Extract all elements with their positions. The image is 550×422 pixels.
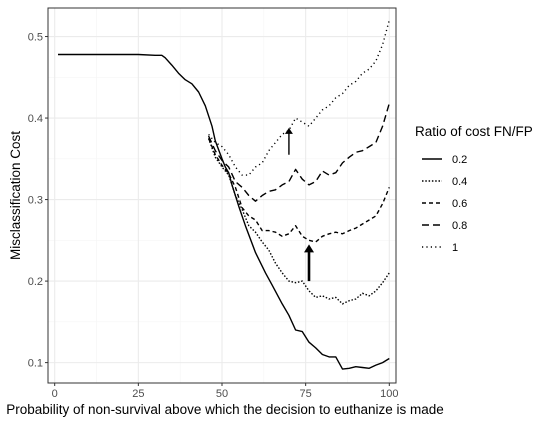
legend-title: Ratio of cost FN/FP xyxy=(415,124,533,139)
annotation-arrow-head-0 xyxy=(284,127,293,134)
series-line-0 xyxy=(58,53,390,370)
series-line-2 xyxy=(207,138,390,243)
x-axis-title: Probability of non-survival above which … xyxy=(6,402,444,417)
y-axis-title: Misclassification Cost xyxy=(8,131,23,260)
y-tick-label: 0.5 xyxy=(28,32,43,44)
x-tick-label: 75 xyxy=(300,388,312,400)
y-tick-label: 0.4 xyxy=(28,113,43,125)
y-axis-ticks: 0.1 0.2 0.3 0.4 0.5 xyxy=(28,32,48,370)
y-tick-label: 0.1 xyxy=(28,358,43,370)
annotation-layer xyxy=(284,127,314,282)
legend-label-4: 1 xyxy=(452,242,458,254)
x-tick-label: 100 xyxy=(380,388,398,400)
legend-label-0: 0.2 xyxy=(452,154,467,166)
legend-label-2: 0.6 xyxy=(452,198,467,210)
annotation-arrow-head-1 xyxy=(304,244,314,253)
y-tick-label: 0.3 xyxy=(28,195,43,207)
legend: Ratio of cost FN/FP 0.2 0.4 0.6 0.8 1 xyxy=(415,124,533,254)
x-tick-label: 50 xyxy=(216,388,228,400)
y-tick-label: 0.2 xyxy=(28,276,43,288)
major-grid xyxy=(48,8,396,383)
x-tick-label: 0 xyxy=(52,388,58,400)
x-tick-label: 25 xyxy=(132,388,144,400)
series-layer xyxy=(58,20,390,370)
legend-label-1: 0.4 xyxy=(452,176,467,188)
x-axis-ticks: 0 25 50 75 100 xyxy=(52,383,398,400)
series-line-3 xyxy=(207,103,390,202)
legend-label-3: 0.8 xyxy=(452,220,467,232)
series-line-1 xyxy=(207,138,390,305)
